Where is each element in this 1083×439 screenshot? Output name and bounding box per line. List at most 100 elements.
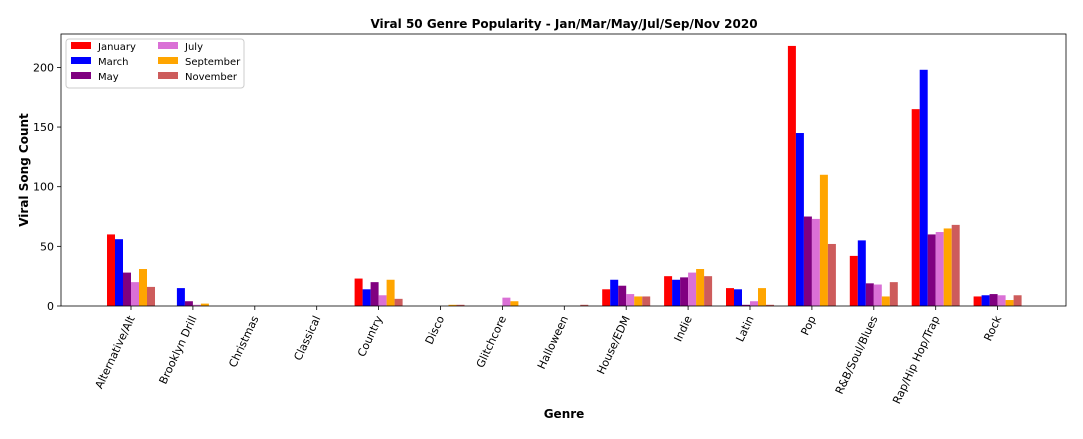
legend-label: September: [185, 57, 241, 68]
bar: [935, 232, 944, 306]
bar: [394, 298, 403, 306]
bar: [664, 276, 673, 306]
legend-box: [65, 38, 245, 89]
bar: [795, 133, 804, 306]
bar: [865, 283, 874, 306]
bar: [642, 296, 651, 306]
bar: [139, 269, 147, 306]
legend-swatch: [71, 42, 91, 49]
plot-frame: [60, 33, 1067, 307]
legend-swatch: [71, 72, 91, 79]
x-tick-label: Rock: [981, 313, 1004, 343]
legend-label: March: [98, 57, 128, 68]
x-axis-title: Genre: [544, 407, 585, 421]
bar: [176, 288, 185, 306]
bar: [200, 303, 209, 306]
bar: [362, 289, 371, 306]
bar: [881, 296, 890, 306]
bar: [734, 289, 742, 306]
bar: [827, 243, 836, 306]
bar: [192, 304, 201, 306]
bar: [115, 239, 123, 306]
bar: [819, 174, 828, 306]
y-tick-label: 100: [33, 181, 54, 194]
bar: [370, 282, 379, 306]
x-tick-label: Brooklyn Drill: [157, 314, 200, 386]
legend: January March May July September November: [65, 38, 245, 89]
bar: [857, 240, 866, 306]
y-tick-label: 0: [47, 300, 54, 313]
x-tick-label: Classical: [291, 314, 323, 363]
x-tick-label: Country: [355, 313, 385, 359]
chart-title: Viral 50 Genre Popularity - Jan/Mar/May/…: [370, 17, 757, 31]
y-axis-title: Viral Song Count: [17, 113, 31, 227]
bar: [672, 279, 681, 306]
bar: [634, 296, 643, 306]
legend-swatch: [71, 57, 91, 64]
bar: [750, 301, 758, 306]
bar: [787, 45, 796, 307]
x-tick-label: R&B/Soul/Blues: [833, 314, 881, 397]
bar: [147, 286, 155, 306]
y-tick-label: 200: [33, 61, 54, 74]
bar: [997, 295, 1006, 306]
legend-swatch: [158, 42, 178, 49]
bar: [981, 295, 990, 306]
x-tick-label: Pop: [798, 314, 818, 338]
bar: [811, 218, 820, 306]
bar: [849, 255, 858, 306]
bar: [1013, 295, 1022, 306]
bar: [1005, 300, 1014, 306]
bar: [626, 294, 635, 306]
bar: [184, 301, 193, 306]
x-tick-label: Glitchcore: [474, 314, 509, 370]
bar: [448, 304, 457, 306]
bar: [919, 69, 928, 306]
legend-swatch: [158, 57, 178, 64]
legend-label: July: [184, 42, 203, 53]
bar: [502, 297, 511, 306]
bar: [680, 277, 689, 306]
bar: [696, 269, 705, 306]
bar: [688, 272, 697, 306]
bar: [123, 272, 131, 306]
bar: [766, 304, 774, 306]
legend-label: January: [97, 42, 136, 53]
bar: [354, 278, 363, 306]
bar: [618, 285, 627, 306]
bar: [873, 284, 882, 306]
bar: [107, 234, 115, 306]
bar: [889, 282, 898, 306]
bar: [704, 276, 713, 306]
legend-label: November: [185, 72, 238, 83]
x-tick-label: Latin: [733, 314, 756, 344]
bar: [943, 228, 952, 306]
bar: [456, 304, 465, 306]
x-tick-label: Rap/Hip Hop/Trap: [890, 314, 942, 406]
x-tick-label: Indie: [672, 314, 695, 344]
bar: [602, 289, 611, 306]
y-tick-label: 50: [40, 240, 54, 253]
bar: [131, 282, 139, 306]
bar: [973, 296, 982, 306]
bar: [927, 234, 936, 306]
x-tick-label: Halloween: [535, 314, 571, 372]
bar: [510, 301, 519, 306]
bar: [742, 304, 750, 306]
bar: [951, 224, 960, 306]
x-tick-label: Disco: [423, 314, 448, 347]
bar: [726, 288, 734, 306]
bar: [989, 294, 998, 306]
y-tick-label: 150: [33, 121, 54, 134]
bar: [378, 295, 387, 306]
legend-swatch: [158, 72, 178, 79]
bar: [911, 109, 920, 306]
bar: [758, 288, 766, 306]
legend-label: May: [98, 72, 119, 83]
plot-area: 0 50 100 150 200 Alternative/Alt Brooklyn Dril…: [33, 33, 1067, 406]
bar: [803, 216, 812, 306]
x-tick-label: Christmas: [226, 314, 261, 370]
x-tick-label: Alternative/Alt: [93, 313, 138, 391]
